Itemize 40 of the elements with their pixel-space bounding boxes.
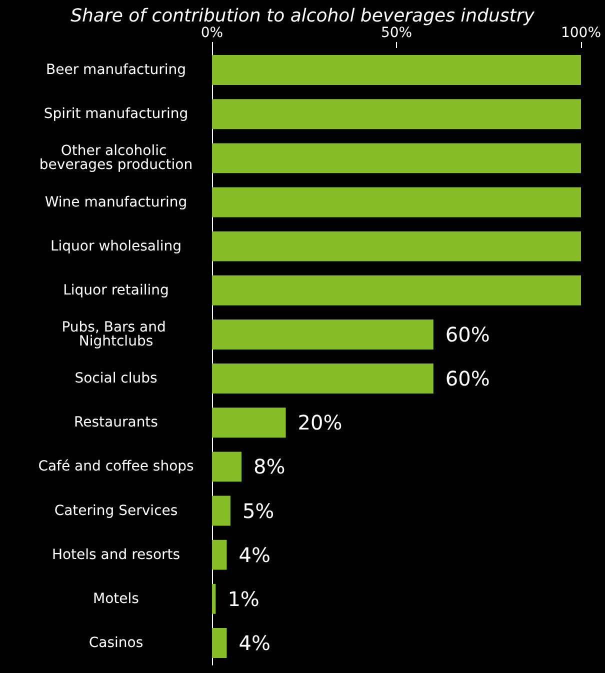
y-tick-label: Spirit manufacturing [44,106,188,122]
data-label: 8% [254,454,286,479]
bar [212,364,434,394]
data-label: 4% [238,542,270,567]
y-tick-label: Hotels and resorts [52,546,180,563]
bar [212,408,286,438]
bar [212,143,581,174]
y-tick-label: Other alcoholic beverages production [39,143,193,174]
y-tick-label: Social clubs [74,370,158,387]
y-tick-label: Liquor retailing [63,282,169,298]
y-tick-label: Casinos [88,634,144,651]
y-tick-label: Liquor wholesaling [50,238,182,254]
y-tick-label: Wine manufacturing [44,194,188,210]
y-tick-label: Beer manufacturing [46,62,186,78]
data-label: 60% [445,322,490,346]
chart-title: Share of contribution to alcohol beverages industry [70,6,535,26]
data-label: 4% [238,630,270,655]
bar [212,628,227,658]
y-tick-label: Café and coffee shops [38,458,194,475]
bar [212,275,581,306]
x-tick-label: 50% [380,25,412,41]
bar [212,496,230,526]
bar [212,584,216,614]
y-tick-label: Restaurants [74,414,158,431]
bar [212,540,227,570]
bar [212,452,242,482]
bar [212,55,581,86]
data-label: 60% [445,366,490,391]
bar [212,187,581,218]
bar [212,319,434,350]
data-label: 20% [298,410,342,435]
x-tick-label: 100% [560,25,602,41]
bar [212,231,581,262]
y-tick-label: Catering Services [54,502,178,519]
data-label: 1% [228,586,260,611]
bar [212,99,581,130]
x-tick-label: 0% [200,25,224,41]
data-label: 5% [242,498,274,523]
y-tick-label: Pubs, Bars and Nightclubs [62,319,170,350]
y-tick-label: Motels [93,590,139,607]
